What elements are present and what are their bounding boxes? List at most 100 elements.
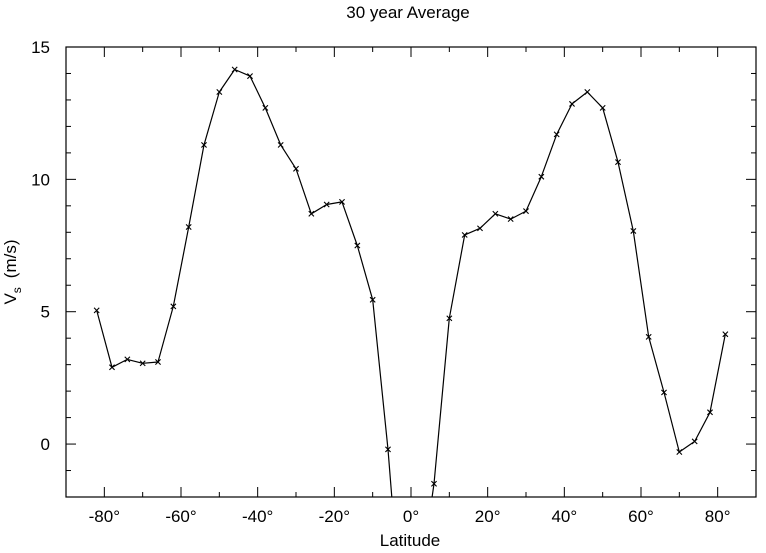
data-point	[139, 360, 146, 367]
data-point	[231, 66, 238, 73]
x-axis: -80° -60° -40° -20° 0° 20° 40° 60° 80°	[65, 47, 757, 526]
y-axis: 0 5 10 15	[31, 38, 756, 472]
x-tick-label: -40°	[242, 507, 273, 526]
data-point	[538, 173, 545, 180]
data-point-stroke	[523, 208, 529, 215]
data-point-stroke	[308, 210, 315, 217]
data-point-stroke	[431, 480, 437, 487]
series-line	[96, 68, 393, 498]
x-tick-label: 60°	[628, 507, 654, 526]
data-point	[339, 198, 345, 205]
data-point	[431, 480, 437, 487]
data-point-stroke	[293, 165, 299, 172]
data-point-stroke	[446, 315, 453, 322]
data-point-stroke	[262, 104, 269, 111]
data-point	[293, 165, 299, 172]
data-point-stroke	[339, 198, 345, 205]
x-tick-label: 80°	[705, 507, 731, 526]
data-point	[599, 104, 606, 111]
data-point-stroke	[492, 210, 499, 217]
data-point-stroke	[369, 296, 376, 303]
data-point-stroke	[170, 303, 177, 310]
data-point	[477, 225, 483, 232]
data-point-stroke	[201, 141, 207, 148]
data-point	[323, 201, 330, 208]
data-point-stroke	[247, 73, 253, 80]
data-markers	[93, 66, 729, 487]
x-tick-label: -60°	[165, 507, 196, 526]
data-point	[707, 409, 713, 416]
data-point	[645, 333, 652, 340]
data-point	[722, 331, 729, 338]
data-point	[155, 359, 161, 365]
data-point-stroke	[93, 307, 100, 314]
data-point-stroke	[691, 438, 698, 445]
data-point-stroke	[185, 224, 192, 230]
data-point	[507, 216, 514, 223]
y-axis-title: Vs (m/s)	[1, 239, 24, 304]
data-point	[170, 303, 177, 310]
data-point	[369, 296, 376, 303]
data-point-stroke	[707, 409, 713, 416]
y-tick-label: 10	[31, 170, 50, 189]
data-point	[446, 315, 453, 322]
data-point-stroke	[477, 225, 483, 232]
x-axis-title: Latitude	[380, 531, 441, 550]
data-point	[247, 73, 253, 80]
data-point-stroke	[231, 66, 238, 73]
data-point	[124, 356, 131, 363]
data-point	[615, 159, 621, 166]
data-point	[262, 104, 269, 111]
y-tick-label: 5	[41, 303, 50, 322]
data-point-stroke	[155, 359, 161, 365]
data-point-stroke	[661, 389, 667, 396]
data-point	[93, 307, 100, 314]
x-tick-label: 0°	[403, 507, 419, 526]
data-point-stroke	[507, 216, 514, 223]
data-point	[216, 89, 223, 95]
data-point	[523, 208, 529, 215]
data-point	[661, 389, 667, 396]
data-point	[584, 89, 591, 95]
plot-frame	[65, 46, 757, 498]
x-tick-label: 20°	[475, 507, 501, 526]
data-point	[691, 438, 698, 445]
series-lines	[96, 68, 726, 498]
data-point	[461, 231, 468, 238]
data-point	[676, 449, 683, 455]
data-point-stroke	[109, 364, 115, 371]
data-point-stroke	[569, 100, 575, 107]
data-point	[492, 210, 499, 217]
data-point-stroke	[323, 201, 330, 208]
data-point	[553, 131, 560, 138]
data-point-stroke	[538, 173, 545, 180]
data-point-stroke	[645, 333, 652, 340]
data-point	[385, 446, 391, 453]
data-point-stroke	[385, 446, 391, 453]
plot-area	[65, 46, 757, 498]
data-point	[277, 141, 284, 148]
y-axis-title-unit: (m/s)	[1, 239, 20, 278]
x-tick-label: -80°	[89, 507, 120, 526]
x-tick-label: 40°	[551, 507, 577, 526]
y-tick-label: 15	[31, 38, 50, 57]
data-point	[569, 100, 575, 107]
y-axis-title-subscript: s	[10, 287, 24, 293]
series-line	[431, 91, 726, 498]
data-point-stroke	[216, 89, 223, 95]
data-point-stroke	[124, 356, 131, 363]
data-point	[354, 242, 361, 249]
data-point-stroke	[599, 104, 606, 111]
data-point	[630, 227, 637, 234]
y-axis-title-main: V	[1, 293, 20, 305]
data-point-stroke	[615, 159, 621, 166]
data-point-stroke	[553, 131, 560, 138]
data-point-stroke	[584, 89, 591, 95]
y-tick-label: 0	[41, 435, 50, 454]
data-point-stroke	[461, 231, 468, 238]
data-point	[109, 364, 115, 371]
data-point-stroke	[139, 360, 146, 367]
data-point-stroke	[354, 242, 361, 249]
data-point	[308, 210, 315, 217]
data-point-stroke	[630, 227, 637, 234]
